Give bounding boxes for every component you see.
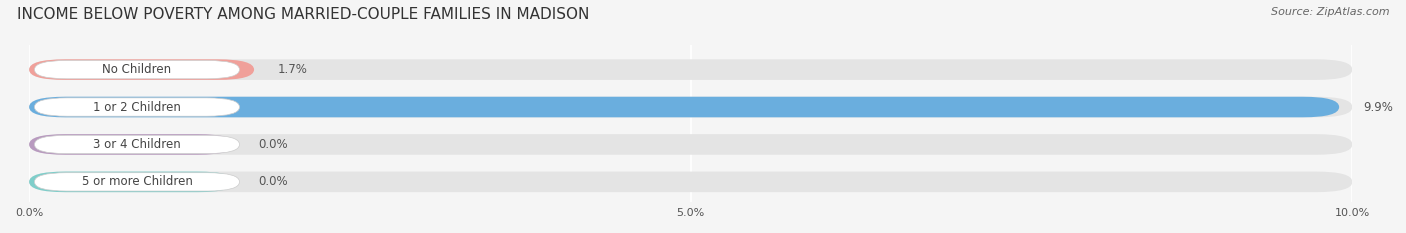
FancyBboxPatch shape bbox=[30, 171, 235, 192]
Text: 3 or 4 Children: 3 or 4 Children bbox=[93, 138, 181, 151]
Text: Source: ZipAtlas.com: Source: ZipAtlas.com bbox=[1271, 7, 1389, 17]
FancyBboxPatch shape bbox=[30, 59, 254, 80]
FancyBboxPatch shape bbox=[34, 60, 239, 79]
FancyBboxPatch shape bbox=[30, 97, 1339, 117]
Text: 0.0%: 0.0% bbox=[259, 175, 288, 188]
Text: 0.0%: 0.0% bbox=[259, 138, 288, 151]
FancyBboxPatch shape bbox=[34, 173, 239, 191]
FancyBboxPatch shape bbox=[30, 134, 235, 155]
Text: 1 or 2 Children: 1 or 2 Children bbox=[93, 100, 181, 113]
FancyBboxPatch shape bbox=[30, 171, 1353, 192]
FancyBboxPatch shape bbox=[34, 135, 239, 154]
Text: No Children: No Children bbox=[103, 63, 172, 76]
Text: 9.9%: 9.9% bbox=[1362, 100, 1393, 113]
FancyBboxPatch shape bbox=[30, 134, 1353, 155]
FancyBboxPatch shape bbox=[30, 97, 1353, 117]
Text: 5 or more Children: 5 or more Children bbox=[82, 175, 193, 188]
Text: 1.7%: 1.7% bbox=[278, 63, 308, 76]
Text: INCOME BELOW POVERTY AMONG MARRIED-COUPLE FAMILIES IN MADISON: INCOME BELOW POVERTY AMONG MARRIED-COUPL… bbox=[17, 7, 589, 22]
FancyBboxPatch shape bbox=[30, 59, 1353, 80]
FancyBboxPatch shape bbox=[34, 98, 239, 116]
